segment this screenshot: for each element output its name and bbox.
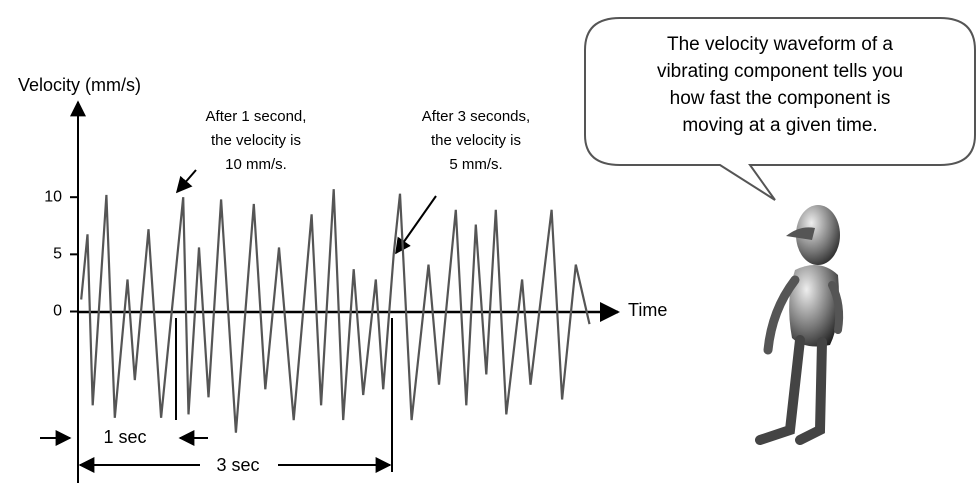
dimension-label: 1 sec <box>103 427 146 447</box>
annotation-line: 10 mm/s. <box>225 156 287 173</box>
annotation: After 3 seconds, the velocity is 5 mm/s. <box>395 108 530 255</box>
y-axis-label: Velocity (mm/s) <box>18 75 141 95</box>
bubble-line: vibrating component tells you <box>657 61 903 82</box>
cartoon-figure <box>755 205 844 445</box>
x-axis-label: Time <box>628 300 667 320</box>
annotation-line: the velocity is <box>211 132 301 149</box>
annotation: After 1 second, the velocity is 10 mm/s. <box>175 108 307 194</box>
y-tick-label: 5 <box>53 246 62 263</box>
waveform <box>80 189 591 433</box>
bubble-line: how fast the component is <box>670 88 891 109</box>
annotation-line: After 3 seconds, <box>422 108 530 125</box>
annotation-line: the velocity is <box>431 132 521 149</box>
annotation-arrow <box>175 169 197 194</box>
annotation-line: After 1 second, <box>206 108 307 125</box>
y-tick-label: 0 <box>53 303 62 320</box>
y-tick-label: 10 <box>44 188 62 205</box>
dimension-label: 3 sec <box>216 455 259 475</box>
bubble-line: moving at a given time. <box>682 115 877 136</box>
speech-bubble <box>584 17 976 201</box>
bubble-line: The velocity waveform of a <box>667 34 893 55</box>
annotation-line: 5 mm/s. <box>449 156 502 173</box>
